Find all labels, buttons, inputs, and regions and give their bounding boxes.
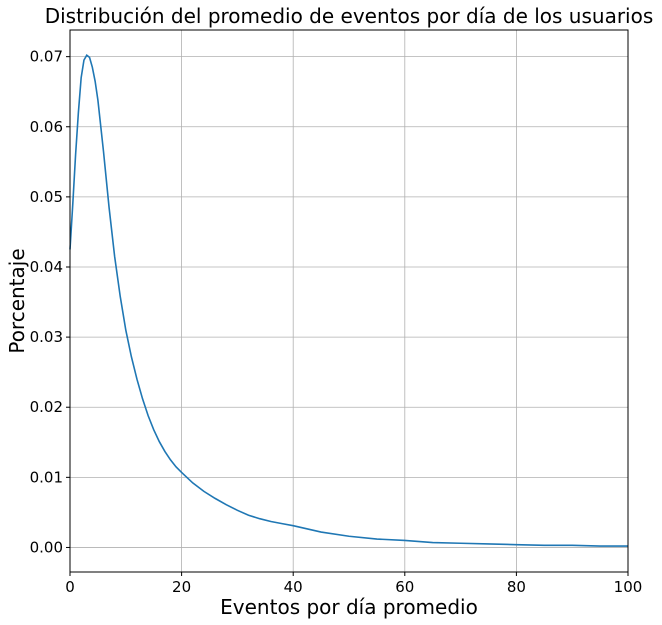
y-tick-label: 0.05 (30, 188, 63, 206)
y-tick-label: 0.04 (30, 258, 63, 276)
x-tick-label: 80 (507, 578, 526, 596)
ticks: 0 20 40 60 80 100 0.00 0.01 0.02 0.03 0.04 0.05 0.06… (30, 48, 643, 596)
plot-frame (69, 29, 629, 573)
y-tick-label: 0.07 (30, 48, 63, 66)
x-tick-label: 40 (284, 578, 303, 596)
grid (69, 30, 629, 572)
series-layer (69, 54, 628, 547)
y-tick-label: 0.02 (30, 398, 63, 416)
y-axis-label: Porcentaje (5, 248, 29, 353)
y-tick-label: 0.06 (30, 118, 63, 136)
x-axis-label: Eventos por día promedio (220, 595, 478, 619)
series-line (69, 54, 628, 547)
y-tick-label: 0.03 (30, 328, 63, 346)
x-tick-label: 0 (65, 578, 75, 596)
x-tick-label: 20 (172, 578, 191, 596)
x-tick-label: 60 (395, 578, 414, 596)
y-tick-label: 0.01 (30, 468, 63, 486)
y-tick-label: 0.00 (30, 538, 63, 556)
x-tick-label: 100 (614, 578, 643, 596)
chart-title: Distribución del promedio de eventos por… (45, 4, 654, 28)
